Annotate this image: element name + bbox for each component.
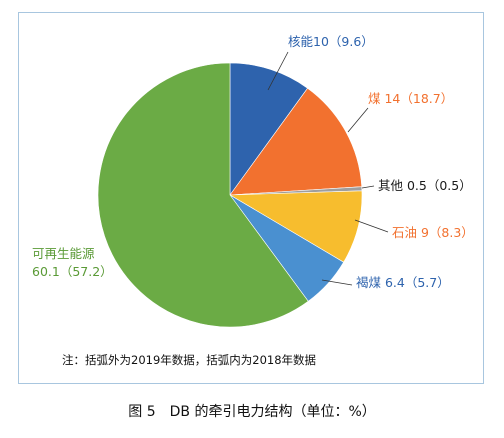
slice-label-other: 其他 0.5（0.5） (378, 178, 472, 193)
slice-label-renewable-line2: 60.1（57.2） (32, 264, 113, 279)
leader-line-coal (347, 107, 369, 133)
leader-lines (267, 51, 389, 286)
chart-note: 注：括弧外为2019年数据，括弧内为2018年数据 (62, 353, 317, 367)
leader-line-nuclear (267, 51, 289, 91)
pie-slice-nuclear (229, 62, 309, 196)
chart-frame (18, 12, 484, 384)
leader-line-oil (354, 219, 389, 233)
pie-slices (97, 62, 363, 328)
slice-label-renewable-line1: 可再生能源 (32, 246, 95, 261)
leader-line-lignite (321, 279, 353, 286)
pie-slice-coal (229, 87, 363, 196)
figure-caption: 图 5 DB 的牵引电力结构（单位：%） (128, 404, 376, 420)
pie-slice-renewable (97, 62, 309, 328)
leader-line-other (361, 185, 375, 189)
slice-label-lignite: 褐煤 6.4（5.7） (356, 275, 450, 290)
slice-labels: 核能10（9.6） 煤 14（18.7） 其他 0.5（0.5） 石油 9（8.3） 褐… (32, 34, 474, 290)
slice-label-coal: 煤 14（18.7） (368, 91, 453, 106)
slice-label-nuclear: 核能10（9.6） (288, 34, 374, 49)
slice-label-oil: 石油 9（8.3） (392, 225, 474, 240)
